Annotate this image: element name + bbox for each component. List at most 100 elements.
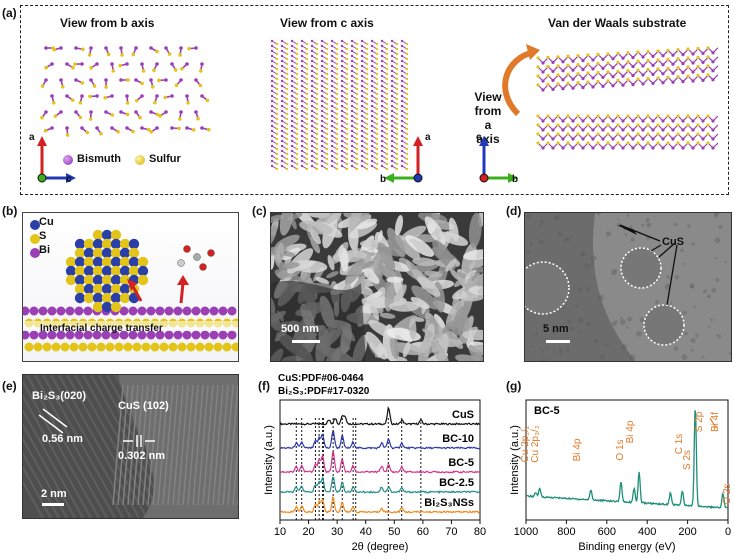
plot-frame [279,399,481,521]
x-tick-label: 40 [360,526,372,538]
cus-particle [621,248,661,288]
series-label-1: BC-10 [442,433,474,445]
crystal-view-c [270,39,409,171]
crystal-view-b [40,46,211,137]
crystal-vdw-bottom [536,114,718,150]
y-axis-label: Intensity (a.u.) [509,425,521,495]
series-line-0 [279,405,481,426]
x-tick-label: 800 [557,526,575,538]
peak-arrow [709,417,717,429]
vdw-title: Van der Waals substrate [548,16,687,30]
cus-particle [644,305,684,345]
axis-triad-3 [479,136,518,183]
series-label-0: CuS [452,409,474,421]
cus-d-label: 0.302 nm [118,450,166,462]
axis-triad-1 [37,136,76,183]
peak-label-8: Bi 4f [710,412,721,432]
panel-g-label: (g) [506,379,522,393]
plot-frame [525,399,729,521]
series-line-2 [279,451,481,474]
axis-triad-2 [384,136,423,183]
x-tick-label: 600 [598,526,616,538]
legend-bi-label: Bi [39,244,50,256]
peak-label-9: O 2s [722,483,733,504]
axis1-right-label: c [66,174,72,185]
bi-legend-dot [30,248,40,258]
panel-a-label: (a) [2,6,17,20]
xps-title: BC-5 [534,405,560,417]
x-tick-label: 50 [388,526,400,538]
cus-particle-outline [643,304,685,346]
panel-f-label: (f) [258,379,270,393]
series-label-3: BC-2.5 [439,477,474,489]
x-tick-label: 0 [725,526,731,538]
panel-a-frame [20,5,729,195]
annotation-bi2s3-pdf: Bi₂S₃:PDF#17-0320 [278,386,370,397]
x-axis-label: 2θ (degree) [352,541,409,553]
panel-c-scalebar-text: 500 nm [281,323,319,335]
peak-label-3: O 1s [615,439,626,460]
panel-d-scalebar [546,340,570,343]
legend-bismuth-dot [63,155,73,165]
x-tick-label: 80 [474,526,486,538]
x-axis-label: Binding energy (eV) [578,541,675,553]
x-tick-label: 200 [678,526,696,538]
series-label-2: BC-5 [448,457,474,469]
y-axis-label: Intensity (a.u.) [263,425,275,495]
panel-c-scalebar [292,340,320,343]
panel-d-label: (d) [506,204,522,218]
tem-image-d [524,212,732,362]
rotation-arrow-icon [502,44,540,117]
xrd-chart: 10 20 30 40 50 60 70 80 2θ (degree) Intensity (a.… [263,373,486,553]
series-line-4 [279,495,481,514]
axis2-up-label: a [425,132,431,143]
legend-bismuth-label: Bismuth [77,153,121,165]
cus-particle [525,262,569,314]
peak-label-1: Cu 2p₃/₂ [530,425,541,463]
panel-e-scalebar-text: 2 nm [41,488,67,500]
annotation-cus-pdf: CuS:PDF#06-0464 [278,373,364,384]
bi2s3-d-label: 0.56 nm [42,433,83,445]
series-line-3 [279,475,481,494]
x-tick-label: 400 [638,526,656,538]
x-tick-label: 1000 [514,526,538,538]
sem-image [270,212,484,362]
axis2-left-label: b [380,174,387,185]
cus-plane-label: CuS (102) [118,400,169,412]
xps-chart: 1000 800 600 400 200 0 Binding energy (eV) Inte… [509,399,733,553]
series-line-1 [279,430,481,450]
peak-label-6: S 2s [682,450,693,470]
bi2s3-plane-label: Bi₂S₃(020) [32,390,86,402]
cus-particle-outline [620,247,662,289]
legend-s-label: S [39,230,47,242]
panel-c-label: (c) [252,204,267,218]
view-b-title: View from b axis [60,16,155,30]
panel-e-label: (e) [2,379,17,393]
peak-label-2: Bi 4p [572,438,583,461]
peak-label-5: C 1s [674,434,685,455]
panel-e-scalebar [42,503,64,506]
x-tick-label: 30 [331,526,343,538]
legend-sulfur-dot [135,155,145,165]
panel-b-caption: Interfacial charge transfer [40,323,163,334]
crystal-vdw-top [536,46,718,92]
peak-label-0: Cu 2p₁/₂ [520,426,531,463]
series-label-4: Bi₂S₃NSs [424,497,474,509]
view-c-title: View from c axis [280,16,374,30]
legend-sulfur-label: Sulfur [149,153,181,165]
x-tick-label: 70 [445,526,457,538]
x-tick-label: 60 [417,526,429,538]
peak-label-7: S 2p [694,411,705,432]
peak-label-4: Bi 4p [625,420,636,443]
hrtem-image-e [22,374,239,519]
x-tick-label: 20 [302,526,314,538]
x-tick-label: 10 [274,526,286,538]
panel-d-scalebar-text: 5 nm [543,323,569,335]
panel-d-cus-label: CuS [662,236,684,248]
axis3-up-label: c [476,132,482,143]
s-legend-dot [30,234,40,244]
axis1-up-label: a [29,132,35,143]
legend-cu-label: Cu [39,216,54,228]
axis3-right-label: b [512,174,519,185]
cu-legend-dot [30,220,40,230]
